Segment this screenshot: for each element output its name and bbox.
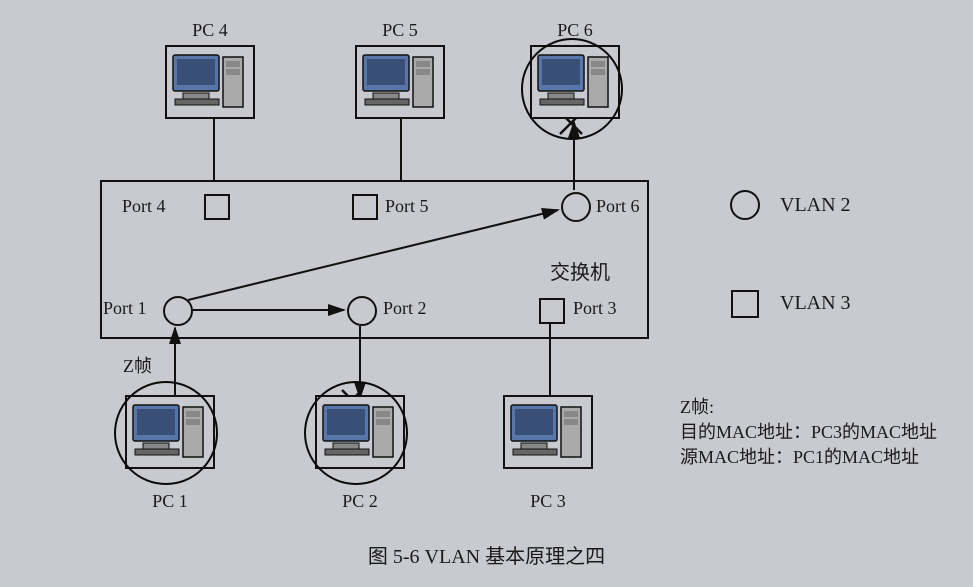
pc4-label: PC 4 xyxy=(160,20,260,41)
frame-info-block: Z帧: 目的MAC地址：PC3的MAC地址 源MAC地址：PC1的MAC地址 xyxy=(680,395,973,471)
pc6-vlan-circle xyxy=(521,38,623,140)
port-4 xyxy=(204,194,230,220)
port-3-label: Port 3 xyxy=(573,298,617,319)
port-5 xyxy=(352,194,378,220)
port-2-label: Port 2 xyxy=(383,298,427,319)
port-3 xyxy=(539,298,565,324)
port-5-label: Port 5 xyxy=(385,196,429,217)
pc5-label: PC 5 xyxy=(350,20,450,41)
frame-info-dst: 目的MAC地址：PC3的MAC地址 xyxy=(680,420,973,445)
pc1-vlan-circle xyxy=(114,381,218,485)
pc5-group: PC 5 xyxy=(350,20,450,119)
z-frame-label: Z帧 xyxy=(123,352,152,378)
switch-label: 交换机 xyxy=(550,256,610,285)
frame-info-src: 源MAC地址：PC1的MAC地址 xyxy=(680,445,973,470)
pc4-group: PC 4 xyxy=(160,20,260,119)
pc3-group: PC 3 xyxy=(498,395,598,512)
pc2-vlan-circle xyxy=(304,381,408,485)
legend-vlan3-shape xyxy=(731,290,759,318)
pc2-group: PC 2 xyxy=(310,395,410,512)
port-6 xyxy=(561,192,591,222)
legend-vlan2-shape xyxy=(730,190,760,220)
legend-vlan3-label: VLAN 3 xyxy=(780,292,851,315)
pc4-icon xyxy=(165,45,255,119)
port-1-label: Port 1 xyxy=(103,298,147,319)
pc1-group: PC 1 xyxy=(120,395,220,512)
pc6-group: PC 6 xyxy=(525,20,625,119)
figure-caption: 图 5-6 VLAN 基本原理之四 xyxy=(0,540,973,569)
port-2 xyxy=(347,296,377,326)
pc3-label: PC 3 xyxy=(498,491,598,512)
port-1 xyxy=(163,296,193,326)
pc2-label: PC 2 xyxy=(310,491,410,512)
legend-vlan2-label: VLAN 2 xyxy=(780,194,851,217)
frame-info-title: Z帧: xyxy=(680,395,973,420)
diagram-canvas: 交换机 Port 1 Port 2 Port 3 Port 4 Port 5 P… xyxy=(0,0,973,587)
pc3-icon xyxy=(503,395,593,469)
pc5-icon xyxy=(355,45,445,119)
pc1-label: PC 1 xyxy=(120,491,220,512)
port-4-label: Port 4 xyxy=(122,196,166,217)
port-6-label: Port 6 xyxy=(596,196,640,217)
